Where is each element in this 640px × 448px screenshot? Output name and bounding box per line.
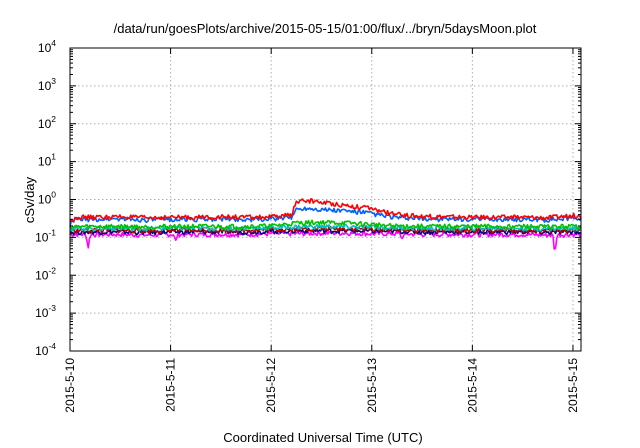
y-tick-exp: -2	[48, 265, 56, 275]
y-tick-exp: 1	[51, 152, 56, 162]
y-tick-label: 102	[38, 114, 56, 131]
series-line-1	[69, 230, 582, 250]
y-tick-exp: -4	[48, 341, 56, 351]
axis-ticks	[69, 47, 581, 352]
y-tick-base: 10	[38, 79, 52, 93]
series-lines	[69, 198, 582, 250]
y-tick-exp: -3	[48, 303, 56, 313]
x-tick-label: 2015-5-13	[365, 358, 379, 413]
x-tick-label: 2015-5-15	[566, 358, 580, 413]
y-tick-base: 10	[38, 41, 52, 55]
y-tick-label: 10-2	[35, 265, 56, 282]
y-tick-exp: 0	[51, 190, 56, 200]
x-tick-label: 2015-5-12	[264, 358, 278, 413]
y-tick-exp: 4	[51, 38, 56, 48]
y-tick-label: 10-1	[35, 227, 56, 244]
y-tick-exp: -1	[48, 227, 56, 237]
series-line-7	[69, 198, 582, 223]
y-tick-label: 104	[38, 38, 56, 55]
y-tick-base: 10	[38, 155, 52, 169]
y-tick-base: 10	[35, 306, 49, 320]
y-tick-label: 101	[38, 152, 56, 169]
x-axis-label: Coordinated Universal Time (UTC)	[223, 430, 422, 445]
y-axis-label: cSv/day	[22, 176, 37, 223]
x-tick-label: 2015-5-11	[164, 358, 178, 412]
y-tick-exp: 3	[51, 76, 56, 86]
x-tick-label: 2015-5-10	[63, 358, 77, 413]
y-tick-base: 10	[38, 117, 52, 131]
y-tick-base: 10	[38, 193, 52, 207]
y-tick-exp: 2	[51, 114, 56, 124]
y-tick-base: 10	[35, 344, 49, 358]
x-tick-label: 2015-5-14	[465, 358, 479, 413]
y-tick-label: 100	[38, 190, 56, 207]
x-tick-labels: 2015-5-10 2015-5-11 2015-5-12 2015-5-13 2015…	[63, 358, 580, 413]
series-line-5	[69, 219, 582, 230]
y-tick-label: 10-4	[35, 341, 56, 358]
y-tick-label: 103	[38, 76, 56, 93]
chart-title: /data/run/goesPlots/archive/2015-05-15/0…	[114, 21, 537, 36]
y-tick-base: 10	[35, 230, 49, 244]
y-tick-base: 10	[35, 268, 49, 282]
grid-lines	[70, 48, 581, 351]
y-tick-label: 10-3	[35, 303, 56, 320]
